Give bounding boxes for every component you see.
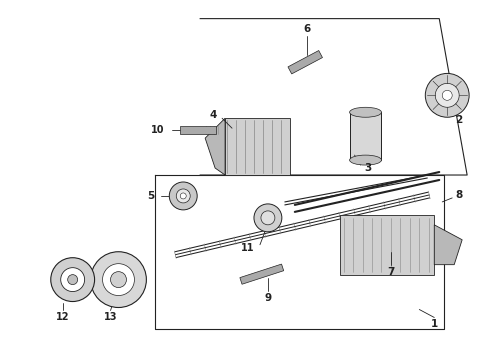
Circle shape xyxy=(102,264,134,296)
Text: 8: 8 xyxy=(456,190,463,200)
Text: 4: 4 xyxy=(209,110,217,120)
Circle shape xyxy=(111,272,126,288)
Circle shape xyxy=(68,275,77,285)
Text: 9: 9 xyxy=(264,293,271,302)
Text: 5: 5 xyxy=(147,191,154,201)
Circle shape xyxy=(51,258,95,302)
Polygon shape xyxy=(205,118,225,175)
Polygon shape xyxy=(340,215,434,275)
Bar xyxy=(240,264,284,284)
Circle shape xyxy=(435,84,459,107)
Circle shape xyxy=(176,189,190,203)
Circle shape xyxy=(261,211,275,225)
Text: 11: 11 xyxy=(241,243,255,253)
FancyBboxPatch shape xyxy=(288,50,322,74)
Circle shape xyxy=(254,204,282,232)
Text: 12: 12 xyxy=(56,312,70,323)
Polygon shape xyxy=(349,112,382,160)
Text: 13: 13 xyxy=(104,312,117,323)
Circle shape xyxy=(61,268,85,292)
Polygon shape xyxy=(225,118,290,175)
Polygon shape xyxy=(434,225,462,265)
Text: 6: 6 xyxy=(303,24,310,33)
Circle shape xyxy=(169,182,197,210)
Text: 10: 10 xyxy=(150,125,164,135)
Circle shape xyxy=(91,252,147,307)
Text: 7: 7 xyxy=(388,267,395,276)
Circle shape xyxy=(425,73,469,117)
Ellipse shape xyxy=(349,155,382,165)
Text: 2: 2 xyxy=(456,115,463,125)
Text: 3: 3 xyxy=(364,163,371,173)
Circle shape xyxy=(180,193,186,199)
Bar xyxy=(180,126,216,134)
Circle shape xyxy=(442,90,452,100)
Ellipse shape xyxy=(349,107,382,117)
Text: 1: 1 xyxy=(431,319,438,329)
